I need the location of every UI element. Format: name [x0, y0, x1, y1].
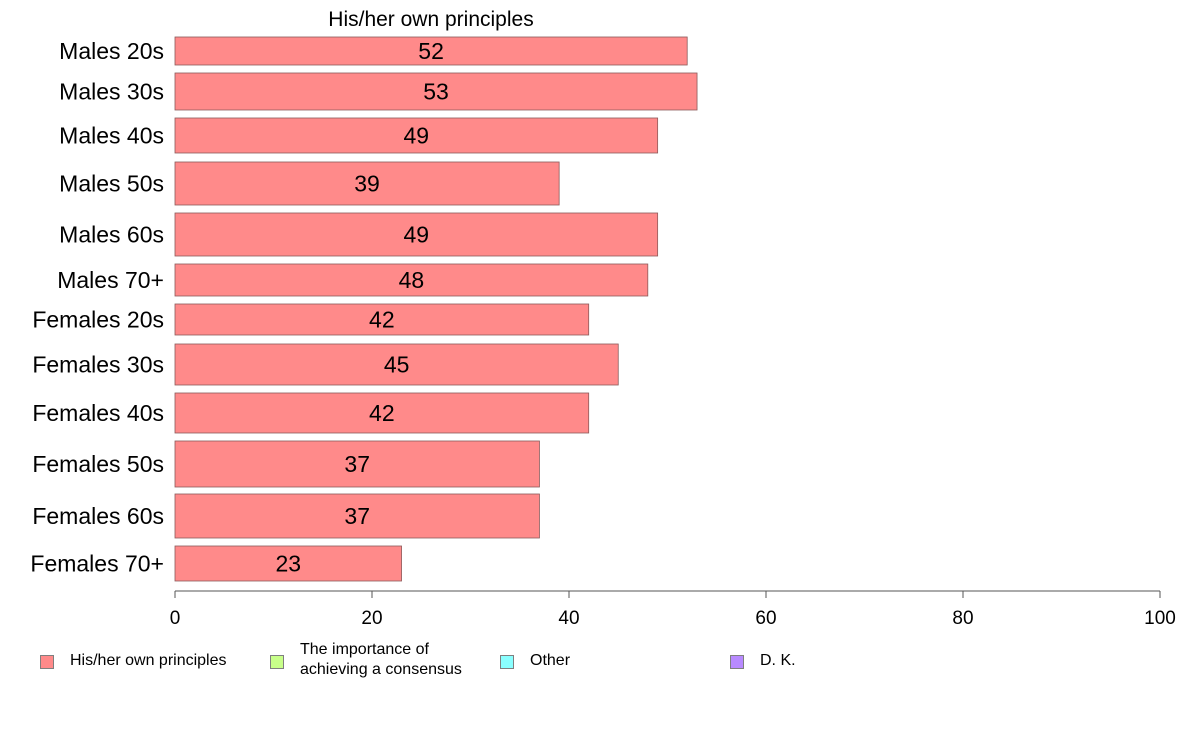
bar	[174, 161, 560, 206]
legend-swatch-principles	[40, 655, 54, 669]
legend: His/her own principles The importance of…	[0, 640, 1188, 690]
category-label: Males 50s	[59, 171, 164, 197]
category-label: Females 40s	[32, 400, 164, 426]
bar	[174, 343, 619, 386]
bar	[174, 72, 698, 111]
data-label: 49	[404, 123, 430, 149]
x-tick-label: 100	[1144, 608, 1176, 629]
data-label: 42	[369, 307, 395, 333]
legend-label: His/her own principles	[70, 652, 227, 669]
data-label: 39	[354, 171, 380, 197]
category-label: Males 70+	[57, 267, 164, 293]
bar	[174, 212, 659, 257]
bars-group: Males 20s 52 Males 30s 53 Males 40s 49 Males 5…	[30, 36, 698, 582]
category-label: Males 20s	[59, 38, 164, 64]
legend-label: D. K.	[760, 652, 796, 669]
category-label: Males 40s	[59, 123, 164, 149]
data-label: 42	[369, 400, 395, 426]
category-label: Males 60s	[59, 222, 164, 248]
bar	[174, 36, 688, 66]
bar	[174, 545, 402, 582]
bar	[174, 493, 540, 539]
data-label: 49	[404, 222, 430, 248]
category-label: Females 60s	[32, 503, 164, 529]
data-label: 52	[418, 38, 444, 64]
category-label: Females 30s	[32, 352, 164, 378]
legend-label: The importance of achieving a consensus	[300, 641, 462, 678]
category-label: Females 20s	[32, 307, 164, 333]
data-label: 53	[423, 79, 449, 105]
legend-swatch-dk	[730, 655, 744, 669]
data-label: 45	[384, 352, 410, 378]
legend-item-principles: His/her own principles	[40, 640, 227, 671]
bar	[174, 392, 590, 434]
x-tick-label: 20	[361, 608, 382, 629]
chart-title: His/her own principles	[328, 8, 533, 31]
bar	[174, 303, 590, 336]
data-label: 37	[344, 451, 370, 477]
category-label: Males 30s	[59, 79, 164, 105]
bar	[174, 440, 540, 488]
data-label: 48	[399, 267, 425, 293]
x-tick-label: 60	[755, 608, 776, 629]
data-label: 37	[344, 503, 370, 529]
legend-item-dk: D. K.	[730, 640, 796, 671]
x-tick-label: 80	[952, 608, 973, 629]
legend-swatch-other	[500, 655, 514, 669]
category-label: Females 70+	[30, 551, 164, 577]
x-tick-label: 0	[170, 608, 181, 629]
legend-swatch-consensus	[270, 655, 284, 669]
legend-label: Other	[530, 652, 571, 669]
data-label: 23	[275, 551, 301, 577]
legend-item-other: Other	[500, 640, 570, 671]
category-label: Females 50s	[32, 451, 164, 477]
x-axis: 0 20 40 60 80 100	[170, 590, 1176, 629]
x-tick-label: 40	[558, 608, 579, 629]
bar-chart: His/her own principles Males 20s 52Males …	[30, 8, 1176, 629]
bar	[174, 117, 659, 154]
bar	[174, 263, 649, 297]
legend-item-consensus: The importance of achieving a consensus	[270, 640, 462, 680]
